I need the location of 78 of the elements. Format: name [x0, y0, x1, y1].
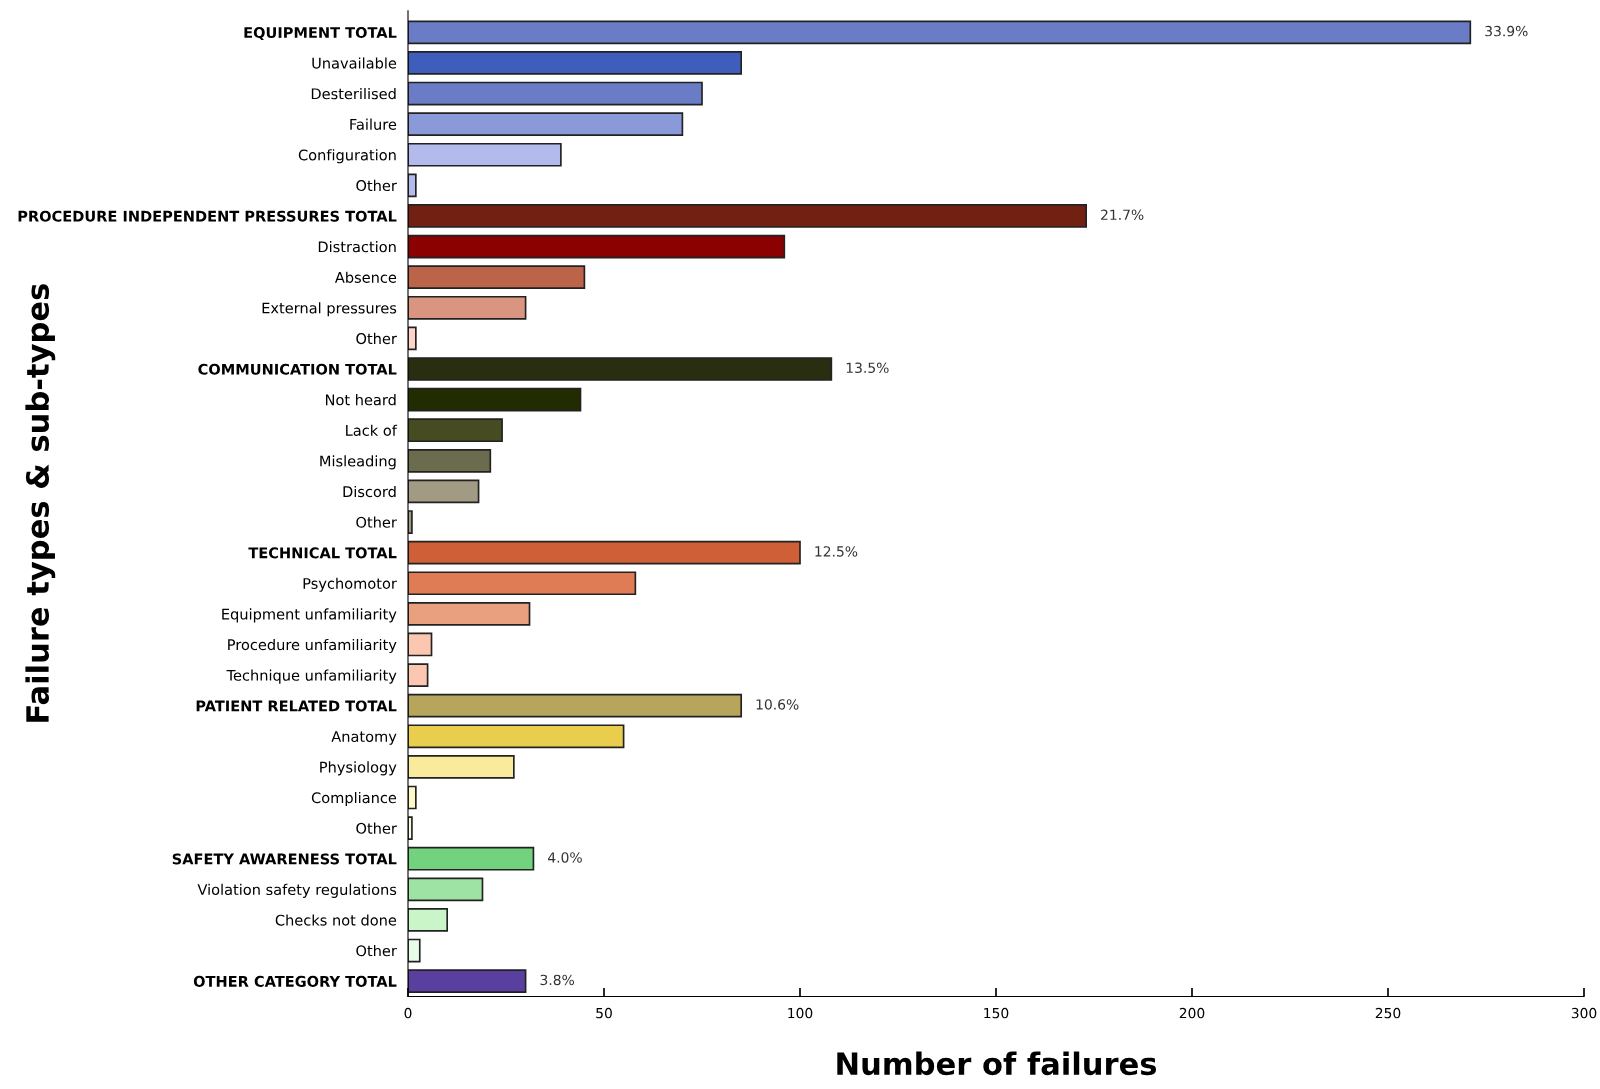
bar	[408, 877, 484, 902]
bar	[408, 632, 433, 657]
y-tick-label: EQUIPMENT TOTAL	[244, 27, 397, 40]
bar	[408, 20, 1472, 45]
y-tick-label: PROCEDURE INDEPENDENT PRESSURES TOTAL	[18, 210, 397, 222]
annotation: 3.8%	[540, 974, 575, 986]
y-tick-label: Violation safety regulations	[197, 883, 397, 898]
y-tick-label: Other	[356, 944, 397, 957]
y-tick-label: Not heard	[325, 394, 396, 406]
y-tick-label: PATIENT RELATED TOTAL	[196, 700, 397, 712]
y-tick-label: SAFETY AWARENESS TOTAL	[172, 853, 397, 865]
bar	[408, 663, 429, 687]
y-tick-label: Discord	[343, 485, 396, 498]
bar	[408, 295, 527, 320]
bar	[408, 51, 743, 75]
y-tick-label: Absence	[334, 271, 397, 283]
y-tick-label: Desterilised	[311, 87, 396, 100]
annotation: 12.5%	[815, 546, 858, 557]
bar	[408, 81, 703, 106]
y-tick-label: Configuration	[298, 149, 396, 164]
bar	[408, 571, 637, 596]
y-tick-label: Other	[356, 179, 397, 192]
x-tick-label: 200	[1179, 1007, 1205, 1019]
annotation: 10.6%	[756, 699, 799, 710]
y-tick-label: External pressures	[262, 302, 397, 317]
x-tick-label: 50	[596, 1007, 612, 1019]
x-tick-label: 250	[1375, 1007, 1401, 1019]
bar	[408, 724, 625, 749]
annotation: 13.5%	[846, 362, 889, 374]
x-tick-label: 100	[788, 1007, 813, 1019]
bar	[408, 938, 421, 963]
y-tick-label: Other	[356, 822, 397, 834]
bar	[408, 326, 417, 351]
x-tick-label: 150	[984, 1007, 1009, 1019]
bar	[408, 142, 562, 167]
bar	[408, 387, 582, 412]
y-tick-label: Psychomotor	[303, 577, 397, 592]
bar	[408, 969, 527, 993]
bar	[408, 785, 417, 810]
bar	[408, 540, 801, 565]
y-tick-label: Other	[356, 516, 397, 528]
y-tick-label: Misleading	[320, 455, 396, 470]
y-tick-label: TECHNICAL TOTAL	[248, 547, 397, 559]
x-tick-label: 300	[1571, 1007, 1597, 1019]
bar	[408, 755, 515, 779]
y-tick-label: Technique unfamiliarity	[226, 669, 397, 684]
y-tick-label: Checks not done	[275, 914, 397, 926]
bar	[408, 357, 833, 381]
y-tick-label: Lack of	[346, 424, 398, 436]
y-tick-label: COMMUNICATION TOTAL	[198, 363, 397, 375]
bar	[408, 908, 449, 932]
y-tick-label: Unavailable	[312, 57, 397, 69]
y-axis-title: Failure types & sub-types	[25, 284, 56, 722]
annotation: 33.9%	[1485, 25, 1528, 37]
bar	[408, 265, 586, 290]
bar	[408, 693, 743, 718]
y-tick-label: Physiology	[320, 761, 397, 776]
bar	[408, 418, 503, 443]
bar	[408, 601, 531, 626]
bar	[408, 448, 492, 473]
bar	[408, 173, 417, 198]
annotation: 21.7%	[1101, 209, 1144, 220]
y-tick-label: Compliance	[311, 791, 397, 807]
y-tick-label: Distraction	[318, 241, 396, 253]
bar	[408, 204, 1087, 228]
x-tick-label: 0	[404, 1007, 412, 1019]
y-tick-label: Anatomy	[331, 731, 397, 745]
y-tick-label: Equipment unfamiliarity	[222, 608, 397, 623]
y-tick-label: Other	[356, 332, 397, 345]
bar	[408, 112, 684, 136]
annotation: 4.0%	[548, 852, 582, 863]
y-tick-label: Failure	[350, 118, 397, 130]
bar	[408, 234, 786, 259]
bar	[408, 846, 535, 871]
y-tick-label: OTHER CATEGORY TOTAL	[193, 975, 397, 987]
x-axis-title: Number of failures	[837, 1051, 1157, 1076]
y-tick-label: Procedure unfamiliarity	[228, 638, 397, 654]
bar	[408, 479, 480, 504]
